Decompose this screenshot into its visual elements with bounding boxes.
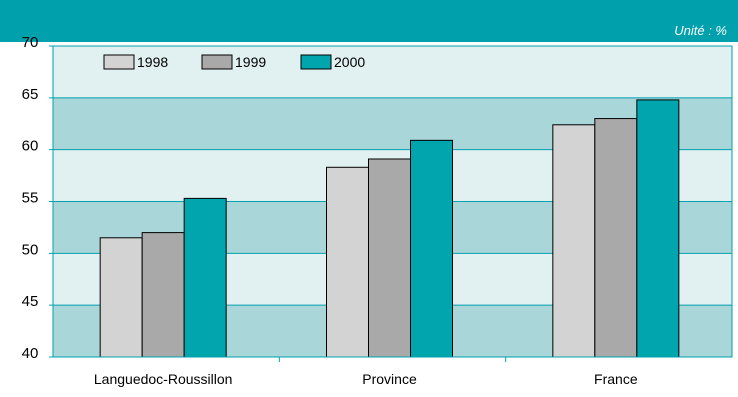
axes xyxy=(52,45,733,362)
legend-label: 2000 xyxy=(334,54,365,70)
unit-label: Unité : % xyxy=(674,23,727,38)
y-tick-label: 65 xyxy=(22,86,39,103)
header-bar: Unité : % xyxy=(0,0,738,42)
y-tick-label: 60 xyxy=(22,138,39,155)
bar-province-1998 xyxy=(326,166,369,358)
bar-province-2000 xyxy=(410,139,453,358)
bars xyxy=(99,99,680,358)
bar-france-2000 xyxy=(636,99,680,358)
category-label: Languedoc-Roussillon xyxy=(94,371,233,387)
bar-france-1998 xyxy=(552,124,596,358)
bar-languedoc-roussillon-1998 xyxy=(99,237,143,358)
category-label: France xyxy=(594,371,638,387)
legend-label: 1999 xyxy=(235,54,266,70)
y-tick-label: 50 xyxy=(22,241,39,258)
legend-swatch-2000 xyxy=(300,54,332,70)
bar-languedoc-roussillon-2000 xyxy=(183,197,227,358)
bar-france-1999 xyxy=(594,118,638,358)
bar-languedoc-roussillon-1999 xyxy=(141,232,185,358)
bar-province-1999 xyxy=(368,158,411,358)
category-label: Province xyxy=(362,371,417,387)
legend-label: 1998 xyxy=(137,54,168,70)
legend: 1998 1999 2000 xyxy=(103,54,365,70)
category-labels: Languedoc-Roussillon Province France xyxy=(94,371,638,387)
plot-band xyxy=(53,46,732,98)
plot-border xyxy=(52,45,733,358)
y-tick-label: 45 xyxy=(22,293,39,310)
y-tick-label: 70 xyxy=(22,34,39,51)
legend-swatch-1999 xyxy=(201,54,233,70)
legend-swatch-1998 xyxy=(103,54,135,70)
y-tick-labels: 40 45 50 55 60 65 70 xyxy=(22,34,39,362)
y-tick-label: 55 xyxy=(22,190,39,207)
y-tick-label: 40 xyxy=(22,345,39,362)
